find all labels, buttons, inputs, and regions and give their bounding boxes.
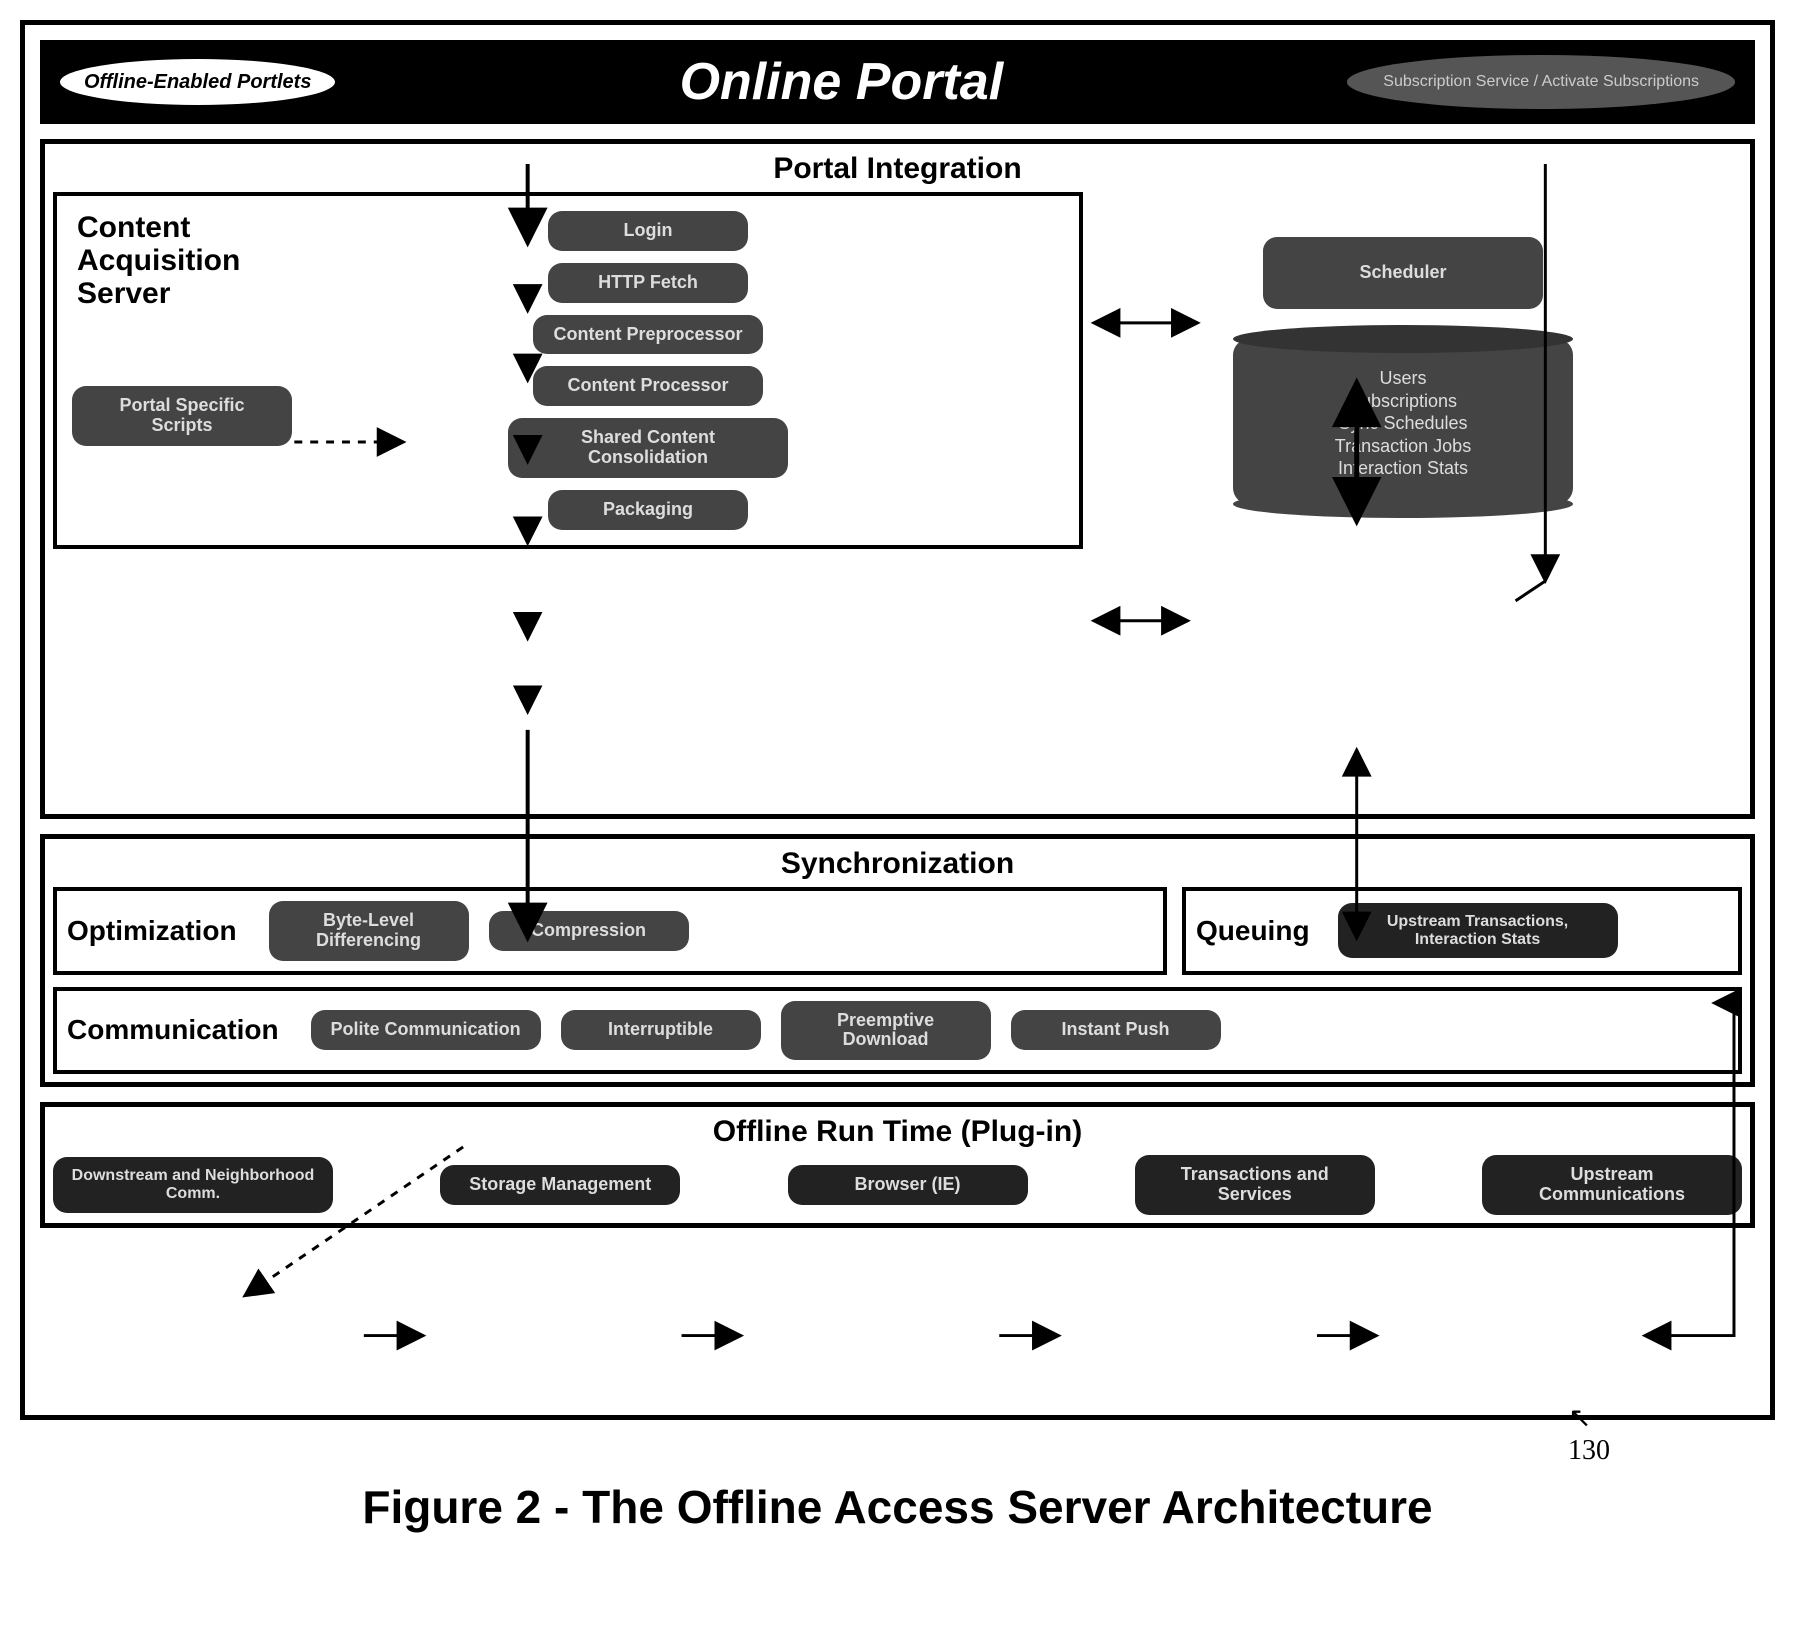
- portal-scripts-box: Portal Specific Scripts: [72, 386, 292, 446]
- queuing-label: Queuing: [1196, 915, 1310, 947]
- content-acquisition-server-box: Content Acquisition Server Portal Specif…: [53, 192, 1083, 549]
- datastore-cylinder: Users Subscriptions Sync Schedules Trans…: [1233, 339, 1573, 504]
- browser-box: Browser (IE): [788, 1165, 1028, 1205]
- http-fetch-box: HTTP Fetch: [548, 263, 748, 303]
- polite-comm-box: Polite Communication: [311, 1010, 541, 1050]
- content-preprocessor-box: Content Preprocessor: [533, 315, 763, 355]
- shared-content-box: Shared Content Consolidation: [508, 418, 788, 478]
- portal-integration-title: Portal Integration: [53, 152, 1742, 186]
- sync-title: Synchronization: [53, 847, 1742, 881]
- upstream-comm-box: Upstream Communications: [1482, 1155, 1742, 1215]
- scheduler-box: Scheduler: [1263, 237, 1543, 309]
- figure-caption: Figure 2 - The Offline Access Server Arc…: [20, 1480, 1775, 1534]
- subscription-ellipse: Subscription Service / Activate Subscrip…: [1347, 55, 1735, 109]
- optimization-label: Optimization: [67, 915, 237, 947]
- offline-portlets-ellipse: Offline-Enabled Portlets: [60, 59, 335, 105]
- instant-push-box: Instant Push: [1011, 1010, 1221, 1050]
- portal-integration-layer: Portal Integration Content Acquisition S…: [40, 139, 1755, 819]
- optimization-box: Optimization Byte-Level Differencing Com…: [53, 887, 1167, 975]
- banner-title: Online Portal: [355, 52, 1327, 112]
- synchronization-layer: Synchronization Optimization Byte-Level …: [40, 834, 1755, 1087]
- queuing-box: Queuing Upstream Transactions, Interacti…: [1182, 887, 1742, 975]
- runtime-title: Offline Run Time (Plug-in): [53, 1115, 1742, 1149]
- architecture-diagram: Offline-Enabled Portlets Online Portal S…: [20, 20, 1775, 1420]
- storage-mgmt-box: Storage Management: [440, 1165, 680, 1205]
- online-portal-banner: Offline-Enabled Portlets Online Portal S…: [40, 40, 1755, 124]
- downstream-comm-box: Downstream and Neighborhood Comm.: [53, 1157, 333, 1212]
- cas-label: Content Acquisition Server: [77, 211, 297, 310]
- runtime-layer: Offline Run Time (Plug-in) Downstream an…: [40, 1102, 1755, 1228]
- communication-label: Communication: [67, 1014, 279, 1046]
- interruptible-box: Interruptible: [561, 1010, 761, 1050]
- preemptive-box: Preemptive Download: [781, 1001, 991, 1061]
- byte-diff-box: Byte-Level Differencing: [269, 901, 469, 961]
- communication-box: Communication Polite Communication Inter…: [53, 987, 1742, 1075]
- upstream-trans-box: Upstream Transactions, Interaction Stats: [1338, 903, 1618, 958]
- transactions-box: Transactions and Services: [1135, 1155, 1375, 1215]
- packaging-box: Packaging: [548, 490, 748, 530]
- login-box: Login: [548, 211, 748, 251]
- compression-box: Compression: [489, 911, 689, 951]
- content-processor-box: Content Processor: [533, 366, 763, 406]
- reference-marker: ↖130: [1568, 1401, 1610, 1467]
